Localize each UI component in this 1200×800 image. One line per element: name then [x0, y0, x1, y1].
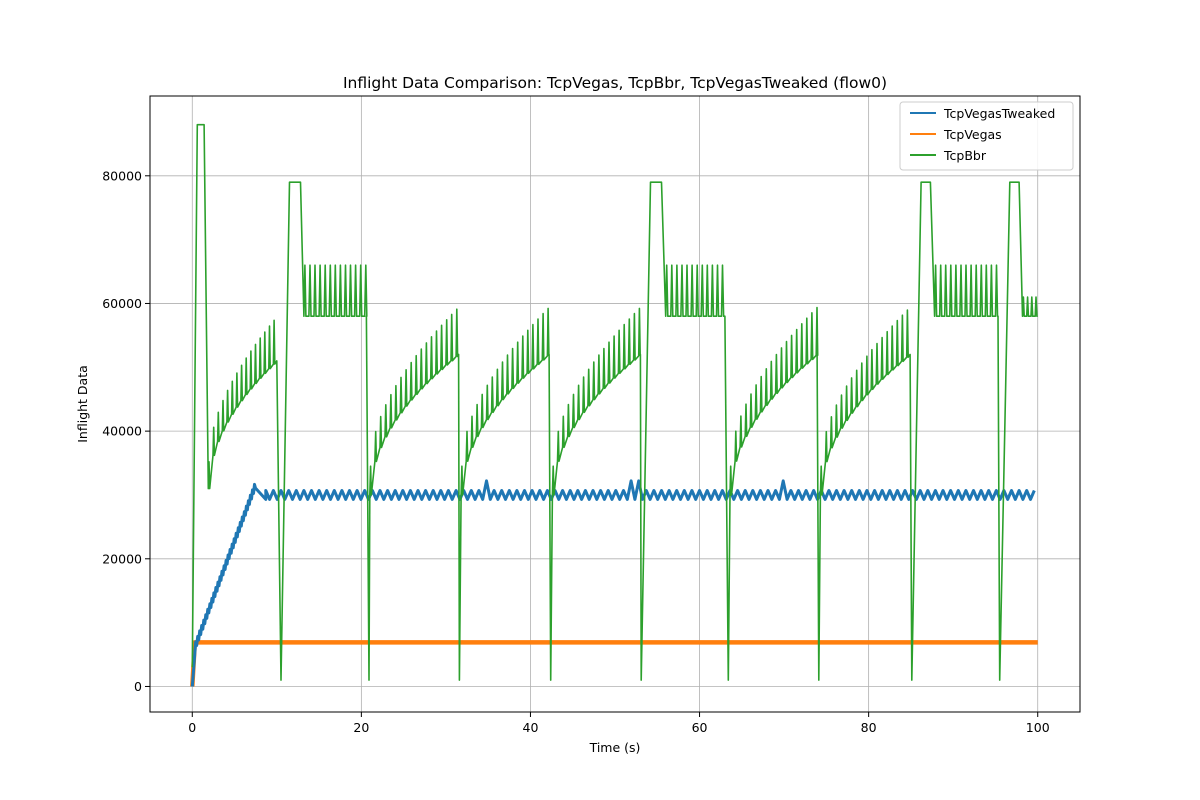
x-tick-label: 60 — [692, 720, 708, 735]
chart-title: Inflight Data Comparison: TcpVegas, TcpB… — [343, 74, 887, 92]
axes-frame — [149, 95, 1081, 713]
x-tick-label: 100 — [1026, 720, 1050, 735]
y-tick-label: 40000 — [102, 424, 142, 439]
axis-ticks: 0 20 40 60 80 100 0 20000 40000 60000 80000 — [102, 168, 1049, 735]
legend-label-bbr: TcpBbr — [943, 148, 987, 163]
y-tick-label: 0 — [134, 679, 142, 694]
grid — [150, 96, 1080, 712]
series-tcpvegastweaked — [190, 479, 1036, 687]
x-tick-label: 0 — [188, 720, 196, 735]
plot-area — [190, 123, 1038, 687]
legend: TcpVegasTweaked TcpVegas TcpBbr — [899, 101, 1074, 171]
legend-box — [899, 101, 1074, 171]
y-axis-label: Inflight Data — [75, 365, 90, 443]
y-tick-label: 20000 — [102, 551, 142, 566]
y-tick-label: 60000 — [102, 296, 142, 311]
legend-label-vegas: TcpVegas — [943, 127, 1002, 142]
y-tick-label: 80000 — [102, 168, 142, 183]
x-tick-label: 80 — [861, 720, 877, 735]
x-axis-label: Time (s) — [589, 740, 641, 755]
x-tick-label: 20 — [353, 720, 369, 735]
x-tick-label: 40 — [523, 720, 539, 735]
legend-label-vegastweaked: TcpVegasTweaked — [943, 106, 1055, 121]
series-tcpbbr — [191, 123, 1038, 681]
